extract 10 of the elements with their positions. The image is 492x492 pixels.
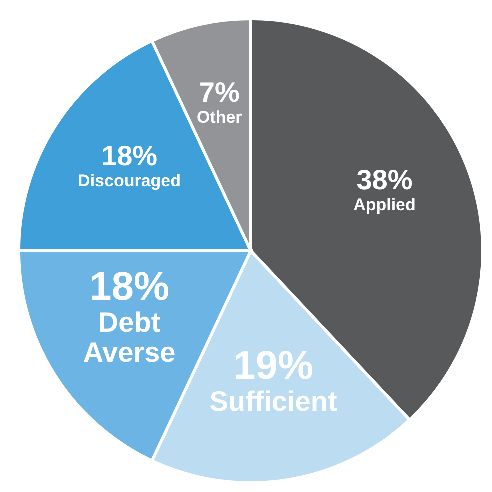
slice-label: Applied [354, 196, 416, 215]
data-label: 19% [233, 344, 314, 388]
data-label: 38% [356, 164, 413, 196]
slice-label: Debt Averse [83, 307, 176, 368]
slice-label: Discouraged [78, 171, 182, 190]
slice-label: Sufficient [210, 386, 338, 418]
data-label: 18% [90, 265, 170, 310]
data-label: 18% [102, 140, 158, 172]
slice-label: Other [196, 108, 243, 128]
data-label: 7% [199, 77, 240, 108]
